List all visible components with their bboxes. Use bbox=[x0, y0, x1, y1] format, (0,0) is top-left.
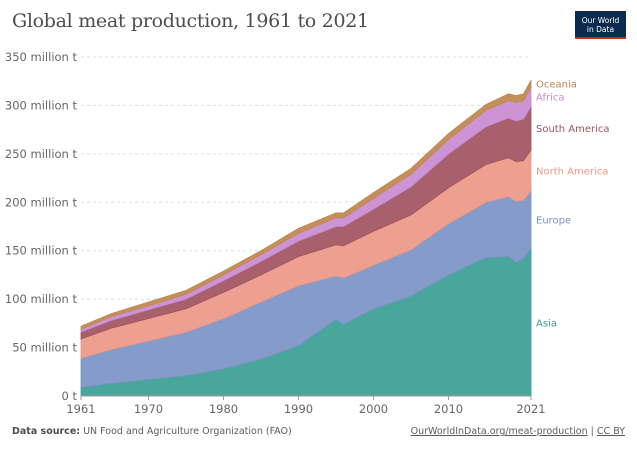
series-labels: Asia Europe North America South America Afri… bbox=[536, 80, 610, 330]
x-tick-label: 2021 bbox=[516, 402, 545, 416]
owid-logo[interactable]: Our World in Data bbox=[575, 11, 626, 39]
x-tick-label: 1980 bbox=[209, 402, 238, 416]
logo-accent-bar bbox=[575, 37, 626, 39]
y-tick-label: 0 t bbox=[62, 389, 78, 403]
data-source-text: UN Food and Agriculture Organization (FA… bbox=[83, 426, 292, 437]
y-tick-label: 300 million t bbox=[5, 98, 78, 112]
y-tick-label: 250 million t bbox=[5, 147, 78, 161]
series-area-oceania[interactable] bbox=[80, 80, 532, 330]
series-areas bbox=[80, 80, 532, 397]
y-tick-label: 350 million t bbox=[5, 50, 78, 64]
license-link[interactable]: CC BY bbox=[596, 426, 625, 437]
y-tick-label: 100 million t bbox=[5, 292, 78, 306]
chart-title: Global meat production, 1961 to 2021 bbox=[12, 10, 369, 32]
x-tick-label: 1961 bbox=[66, 402, 95, 416]
owid-link[interactable]: OurWorldInData.org/meat-production bbox=[410, 426, 588, 437]
y-tick-label: 50 million t bbox=[12, 341, 77, 355]
logo-line-2: in Data bbox=[586, 25, 615, 34]
series-label-europe: Europe bbox=[536, 216, 571, 227]
series-label-oceania: Oceania bbox=[536, 80, 577, 91]
y-tick-label: 200 million t bbox=[5, 195, 78, 209]
series-label-africa: Africa bbox=[536, 93, 565, 104]
logo-line-1: Our World bbox=[581, 16, 620, 25]
series-label-asia: Asia bbox=[536, 318, 557, 329]
footer-links: OurWorldInData.org/meat-production | CC … bbox=[411, 426, 625, 437]
data-source-note: Data source: UN Food and Agriculture Org… bbox=[12, 426, 292, 437]
x-axis: 1961 1970 1980 1990 2000 2010 2021 bbox=[66, 395, 546, 416]
series-label-south-america: South America bbox=[536, 124, 610, 135]
y-axis: 0 t 50 million t 100 million t 150 million … bbox=[5, 50, 78, 403]
x-tick-label: 2010 bbox=[434, 402, 463, 416]
stacked-area-chart: 0 t 50 million t 100 million t 150 million … bbox=[5, 50, 610, 416]
x-tick-label: 1970 bbox=[134, 402, 163, 416]
x-tick-label: 2000 bbox=[359, 402, 388, 416]
data-source-label: Data source: bbox=[12, 426, 81, 437]
y-tick-label: 150 million t bbox=[5, 244, 78, 258]
series-label-north-america: North America bbox=[536, 166, 608, 177]
x-tick-label: 1990 bbox=[284, 402, 313, 416]
footer-separator: | bbox=[590, 426, 594, 437]
